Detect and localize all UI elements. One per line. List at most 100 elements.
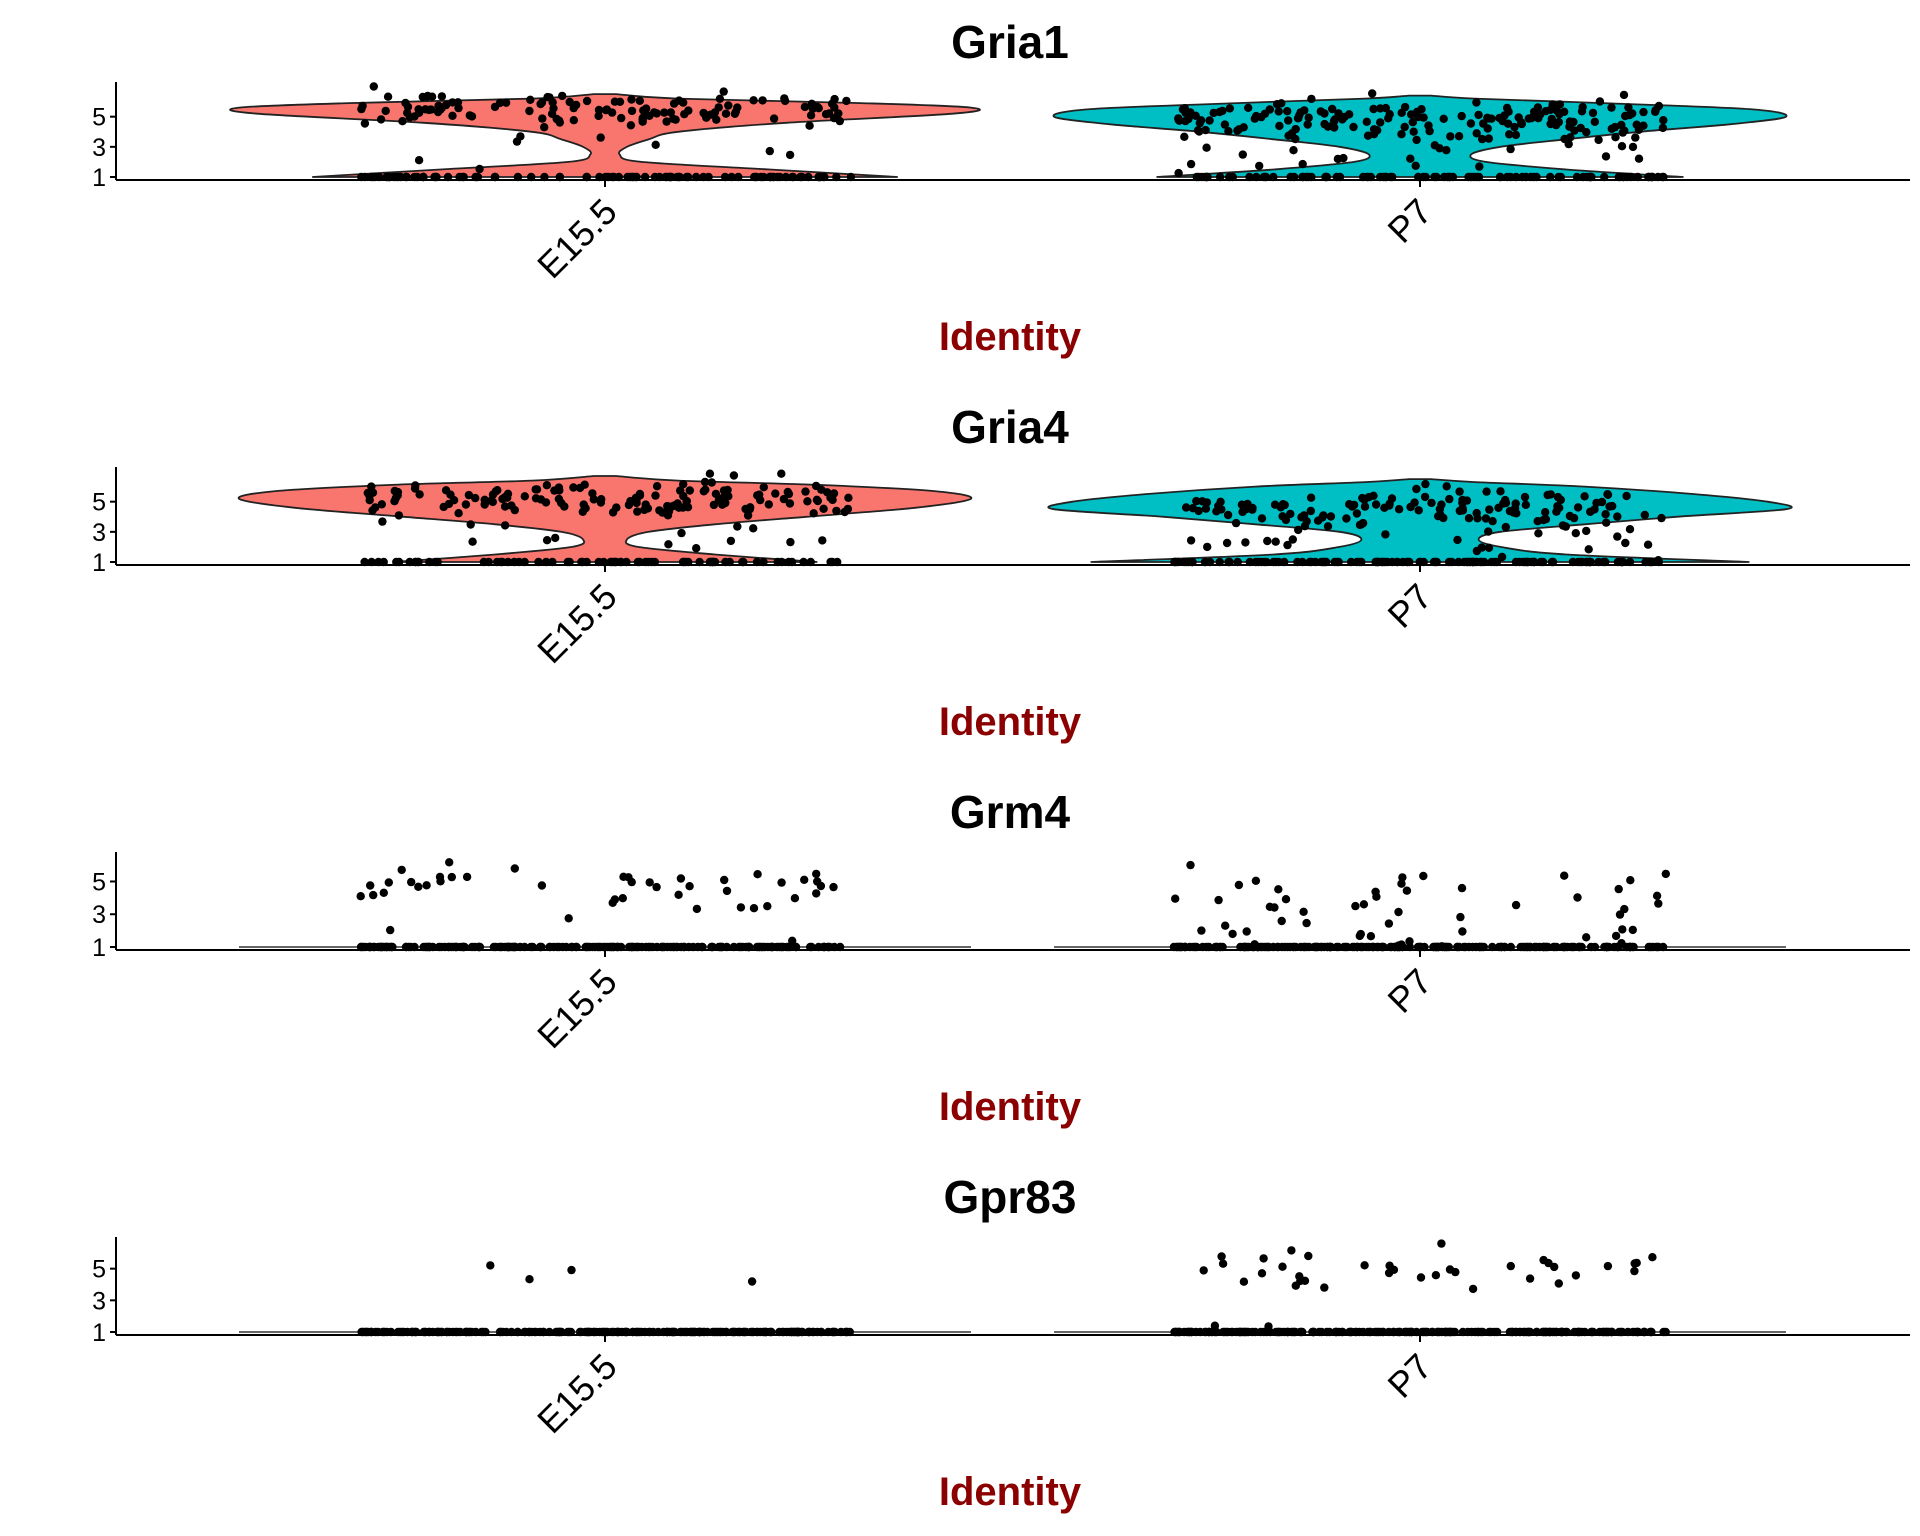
data-point <box>627 95 636 104</box>
data-point <box>1407 110 1416 119</box>
data-point <box>1621 538 1630 548</box>
data-point <box>582 96 592 106</box>
data-point <box>759 483 768 492</box>
data-point <box>1186 159 1196 169</box>
data-point <box>1474 110 1483 120</box>
data-point <box>1551 120 1561 130</box>
data-point <box>763 902 772 911</box>
data-point <box>1484 134 1494 143</box>
data-point <box>1611 931 1621 941</box>
data-point <box>805 121 814 130</box>
data-point <box>1306 493 1316 502</box>
data-point <box>1270 500 1280 509</box>
data-point <box>645 878 654 887</box>
data-point <box>1248 503 1257 513</box>
data-point <box>1534 529 1543 538</box>
data-point <box>747 1277 757 1286</box>
data-point <box>1520 492 1530 502</box>
data-point <box>1556 495 1566 505</box>
data-point <box>1294 525 1303 535</box>
data-point <box>378 517 387 526</box>
data-point <box>758 96 767 105</box>
data-point <box>1607 103 1616 112</box>
x-tick-label-p7: P7 <box>1380 191 1440 251</box>
data-point <box>1501 522 1511 532</box>
data-point <box>567 1265 576 1275</box>
data-point <box>1215 107 1224 117</box>
data-point <box>1340 112 1349 122</box>
data-point <box>394 511 404 520</box>
y-tick-label: 3 <box>92 134 106 162</box>
data-point <box>1251 876 1261 885</box>
data-point <box>1425 126 1434 136</box>
data-point <box>424 105 434 115</box>
data-point <box>627 106 637 116</box>
data-point <box>692 904 702 914</box>
data-point <box>1435 144 1444 153</box>
x-tick-label-e15-5: E15.5 <box>529 191 625 287</box>
data-point <box>1517 119 1527 129</box>
data-point <box>1657 513 1666 523</box>
y-tick-label: 5 <box>92 489 106 517</box>
data-point <box>1369 491 1378 500</box>
data-point <box>436 877 445 886</box>
data-point <box>1506 144 1515 154</box>
data-point <box>368 506 377 515</box>
data-point <box>736 903 746 912</box>
x-tick-label-p7: P7 <box>1380 1346 1440 1406</box>
data-point <box>769 114 779 123</box>
data-point <box>538 114 547 123</box>
y-tick-label: 1 <box>92 1319 106 1347</box>
y-tick-label: 3 <box>92 1287 106 1315</box>
data-point <box>398 117 407 126</box>
data-point <box>777 469 786 478</box>
data-point <box>1278 1262 1287 1271</box>
data-point <box>1643 540 1653 549</box>
data-point <box>702 113 711 122</box>
data-point <box>1618 925 1627 934</box>
data-point <box>803 497 812 506</box>
data-point <box>1503 119 1513 128</box>
data-point <box>377 500 386 509</box>
data-point <box>1384 919 1394 928</box>
data-point <box>777 878 786 887</box>
data-point <box>1527 113 1536 123</box>
data-point <box>1355 931 1365 941</box>
data-point <box>1417 105 1426 114</box>
data-point <box>564 914 573 923</box>
data-point <box>551 533 560 543</box>
data-point <box>626 121 636 130</box>
data-point <box>721 109 731 118</box>
data-point <box>525 1275 534 1284</box>
data-point <box>1445 494 1454 504</box>
data-point <box>1202 143 1211 152</box>
data-point <box>658 508 667 517</box>
data-point <box>652 882 661 892</box>
data-point <box>1363 131 1373 140</box>
data-point <box>1342 514 1351 523</box>
data-point <box>1482 487 1491 496</box>
data-point <box>680 110 689 119</box>
data-point <box>1640 510 1650 520</box>
data-point <box>1458 498 1467 508</box>
data-point <box>729 471 739 480</box>
data-point <box>542 536 552 545</box>
data-point <box>1394 907 1403 917</box>
data-point <box>1201 125 1210 135</box>
data-point <box>818 536 827 545</box>
data-point <box>1291 134 1300 144</box>
panel-title: Grm4 <box>950 786 1071 838</box>
data-point <box>1654 556 1663 565</box>
data-point <box>602 105 612 114</box>
data-point <box>1283 107 1292 116</box>
y-tick-label: 1 <box>92 934 106 962</box>
data-point <box>415 490 424 499</box>
data-point <box>830 103 839 112</box>
data-point <box>674 96 684 105</box>
data-point <box>1362 117 1372 127</box>
data-point <box>829 489 839 498</box>
data-point <box>1360 502 1370 511</box>
data-point <box>1416 1273 1426 1282</box>
data-point <box>1224 127 1233 136</box>
data-point <box>1221 921 1230 930</box>
